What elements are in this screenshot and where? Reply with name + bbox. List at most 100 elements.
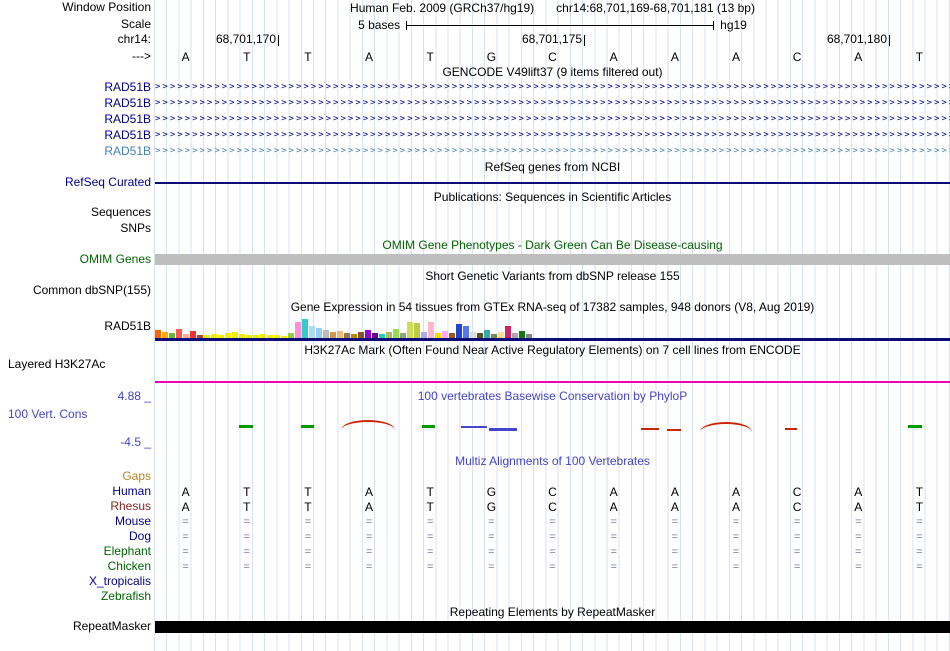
- gtex-expression-bar[interactable]: [288, 333, 294, 338]
- repeatmasker-bar[interactable]: [155, 621, 950, 633]
- gtex-expression-bar[interactable]: [344, 333, 350, 338]
- species-label-human[interactable]: Human: [112, 484, 151, 498]
- gtex-expression-bar[interactable]: [407, 322, 413, 338]
- gtex-expression-bar[interactable]: [190, 331, 196, 338]
- gtex-expression-bar[interactable]: [253, 335, 259, 338]
- gtex-expression-bar[interactable]: [351, 334, 357, 338]
- gtex-expression-bar[interactable]: [330, 332, 336, 338]
- gtex-expression-bar[interactable]: [204, 335, 210, 338]
- base-letter: T: [304, 50, 312, 64]
- gtex-expression-bar[interactable]: [435, 333, 441, 338]
- gtex-expression-bar[interactable]: [498, 332, 504, 338]
- gtex-expression-bar[interactable]: [295, 322, 301, 338]
- gtex-expression-bar[interactable]: [225, 333, 231, 338]
- gene-label[interactable]: RAD51B: [104, 80, 151, 94]
- gtex-expression-bar[interactable]: [442, 331, 448, 338]
- gtex-expression-bar[interactable]: [267, 335, 273, 338]
- transcript-line[interactable]: >>>>>>>>>>>>>>>>>>>>>>>>>>>>>>>>>>>>>>>>…: [155, 98, 950, 108]
- transcript-line[interactable]: >>>>>>>>>>>>>>>>>>>>>>>>>>>>>>>>>>>>>>>>…: [155, 82, 950, 92]
- gtex-expression-bar[interactable]: [323, 330, 329, 338]
- gtex-expression-bar[interactable]: [162, 332, 168, 338]
- gene-label[interactable]: RAD51B: [104, 128, 151, 142]
- gtex-expression-bar[interactable]: [379, 334, 385, 338]
- gtex-expression-bar[interactable]: [211, 334, 217, 338]
- track-label-omim-genes[interactable]: OMIM Genes: [79, 252, 151, 266]
- gtex-expression-bar[interactable]: [316, 328, 322, 338]
- gtex-expression-bar[interactable]: [274, 335, 280, 338]
- gtex-expression-bar[interactable]: [477, 333, 483, 338]
- omim-genes-bar[interactable]: [155, 254, 950, 265]
- gtex-expression-bar[interactable]: [281, 336, 287, 338]
- gene-label[interactable]: RAD51B: [104, 96, 151, 110]
- gtex-expression-bar[interactable]: [421, 332, 427, 338]
- gene-label[interactable]: RAD51B: [104, 112, 151, 126]
- species-label-zebrafish[interactable]: Zebrafish: [100, 589, 151, 603]
- gtex-expression-bar[interactable]: [372, 333, 378, 338]
- gtex-expression-bar[interactable]: [302, 319, 308, 338]
- gtex-expression-bar[interactable]: [260, 334, 266, 338]
- transcript-line[interactable]: >>>>>>>>>>>>>>>>>>>>>>>>>>>>>>>>>>>>>>>>…: [155, 130, 950, 140]
- track-title-gencode[interactable]: GENCODE V49lift37 (9 items filtered out): [442, 65, 663, 79]
- species-label-chicken[interactable]: Chicken: [107, 559, 151, 573]
- track-title-multiz[interactable]: Multiz Alignments of 100 Vertebrates: [455, 454, 650, 468]
- base-letter: T: [304, 500, 312, 514]
- species-label-x-tropicalis[interactable]: X_tropicalis: [88, 574, 151, 588]
- gtex-expression-bar[interactable]: [218, 335, 224, 338]
- species-label-elephant[interactable]: Elephant: [103, 544, 151, 558]
- gtex-expression-bar[interactable]: [155, 330, 161, 338]
- gtex-expression-bar[interactable]: [365, 330, 371, 338]
- gtex-expression-bar[interactable]: [183, 334, 189, 338]
- assembly-title: Human Feb. 2009 (GRCh37/hg19): [350, 1, 535, 15]
- base-position-ruler[interactable]: 68,701,170 68,701,175 68,701,180: [155, 33, 950, 47]
- gtex-expression-bar[interactable]: [197, 335, 203, 338]
- gtex-expression-bar[interactable]: [239, 334, 245, 338]
- track-label-layered-h3k27ac[interactable]: Layered H3K27Ac: [8, 357, 106, 371]
- species-label-mouse[interactable]: Mouse: [114, 514, 151, 528]
- gtex-expression-bar[interactable]: [414, 323, 420, 338]
- gene-label[interactable]: RAD51B: [104, 144, 151, 158]
- track-title-dbsnp[interactable]: Short Genetic Variants from dbSNP releas…: [425, 269, 680, 283]
- transcript-line[interactable]: >>>>>>>>>>>>>>>>>>>>>>>>>>>>>>>>>>>>>>>>…: [155, 146, 950, 156]
- gtex-expression-bar[interactable]: [526, 334, 532, 338]
- track-label-100-vert-cons[interactable]: 100 Vert. Cons: [8, 407, 88, 421]
- refseq-curated-item[interactable]: [155, 182, 950, 184]
- track-title-publications[interactable]: Publications: Sequences in Scientific Ar…: [433, 190, 672, 204]
- gtex-expression-bar[interactable]: [449, 333, 455, 338]
- gtex-expression-bar[interactable]: [470, 332, 476, 338]
- species-label-dog[interactable]: Dog: [128, 529, 151, 543]
- gtex-expression-bar[interactable]: [337, 331, 343, 338]
- gtex-expression-bar[interactable]: [232, 332, 238, 338]
- gtex-expression-bar[interactable]: [309, 326, 315, 338]
- transcript-line[interactable]: >>>>>>>>>>>>>>>>>>>>>>>>>>>>>>>>>>>>>>>>…: [155, 114, 950, 124]
- track-label-repeatmasker[interactable]: RepeatMasker: [72, 619, 151, 633]
- species-label-gaps[interactable]: Gaps: [122, 469, 151, 483]
- gtex-expression-bar[interactable]: [463, 326, 469, 338]
- track-label-refseq-curated[interactable]: RefSeq Curated: [64, 175, 151, 189]
- gtex-expression-bar[interactable]: [393, 329, 399, 338]
- gtex-expression-bar[interactable]: [246, 335, 252, 338]
- track-title-refseq[interactable]: RefSeq genes from NCBI: [484, 160, 621, 174]
- phylop-plot: [155, 418, 950, 434]
- track-label-common-dbsnp[interactable]: Common dbSNP(155): [32, 283, 151, 297]
- track-title-repeatmasker[interactable]: Repeating Elements by RepeatMasker: [449, 605, 656, 619]
- gtex-expression-bar[interactable]: [169, 333, 175, 338]
- gtex-expression-bar[interactable]: [512, 333, 518, 338]
- gtex-expression-bar[interactable]: [176, 329, 182, 338]
- track-title-omim[interactable]: OMIM Gene Phenotypes - Dark Green Can Be…: [382, 238, 723, 252]
- track-title-phylop[interactable]: 100 vertebrates Basewise Conservation by…: [417, 389, 688, 403]
- gtex-expression-bar[interactable]: [386, 332, 392, 338]
- track-label-snps[interactable]: SNPs: [120, 221, 151, 235]
- species-label-rhesus[interactable]: Rhesus: [110, 499, 151, 513]
- gtex-expression-bar[interactable]: [491, 334, 497, 338]
- gtex-expression-bar[interactable]: [456, 324, 462, 338]
- gtex-expression-bar[interactable]: [484, 330, 490, 338]
- gtex-expression-bar[interactable]: [400, 333, 406, 338]
- gtex-expression-bar[interactable]: [505, 326, 511, 338]
- gtex-expression-bar[interactable]: [519, 331, 525, 338]
- track-label-sequences[interactable]: Sequences: [90, 205, 151, 219]
- gtex-expression-bar[interactable]: [428, 322, 434, 338]
- track-title-h3k27ac[interactable]: H3K27Ac Mark (Often Found Near Active Re…: [304, 343, 801, 357]
- track-title-gtex[interactable]: Gene Expression in 54 tissues from GTEx …: [290, 300, 815, 314]
- gtex-expression-bar[interactable]: [358, 332, 364, 338]
- track-label-gtex-rad51b[interactable]: RAD51B: [104, 319, 151, 333]
